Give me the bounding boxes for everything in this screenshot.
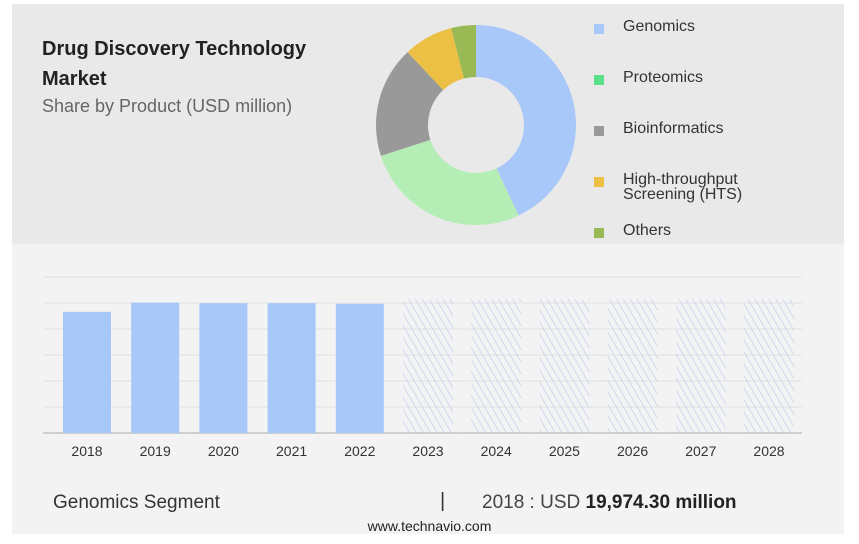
bar-2022 — [335, 303, 384, 433]
donut-slice-2 — [376, 52, 444, 156]
bar-2018 — [63, 311, 111, 433]
legend-label: Others — [623, 222, 672, 239]
bar-2020 — [199, 303, 248, 433]
legend-item: Genomics — [594, 18, 773, 35]
separator: | — [440, 490, 446, 512]
legend-swatch — [594, 24, 604, 34]
x-tick-label: 2019 — [140, 443, 171, 459]
legend-swatch — [594, 228, 604, 238]
x-tick-label: 2023 — [412, 443, 443, 459]
donut-slice-3 — [407, 28, 465, 91]
donut-slice-4 — [451, 25, 476, 79]
legend-label: Genomics — [623, 18, 696, 35]
forecast-bar-2026 — [607, 299, 658, 433]
x-tick-label: 2018 — [71, 443, 102, 459]
segment-label: Genomics Segment — [53, 492, 220, 513]
chart-subtitle: Share by Product (USD million) — [42, 96, 293, 116]
x-tick-label: 2020 — [208, 443, 239, 459]
legend-item: Others — [594, 222, 773, 239]
donut-slice-0 — [476, 25, 576, 216]
legend-swatch — [594, 126, 604, 136]
legend-swatch — [594, 75, 604, 85]
legend-swatch — [594, 177, 604, 187]
website-link[interactable]: www.technavio.com — [367, 518, 492, 534]
donut-slice-1 — [380, 139, 519, 225]
forecast-bar-2027 — [675, 299, 726, 433]
x-tick-label: 2027 — [685, 443, 716, 459]
x-tick-label: 2021 — [276, 443, 307, 459]
bar-2019 — [131, 302, 180, 433]
segment-value: 2018 : USD 19,974.30 million — [482, 492, 737, 514]
forecast-bar-2028 — [744, 299, 794, 433]
forecast-bar-2025 — [539, 299, 590, 433]
x-tick-label: 2022 — [344, 443, 375, 459]
legend-item: Bioinformatics — [594, 120, 773, 137]
forecast-bar-2024 — [471, 299, 522, 433]
legend-item: High-throughput Screening (HTS) — [594, 171, 773, 203]
x-tick-label: 2024 — [481, 443, 512, 459]
bar-2021 — [267, 303, 316, 433]
forecast-bar-2023 — [403, 299, 453, 433]
year-label: 2018 : USD — [482, 492, 581, 513]
legend-label: Proteomics — [623, 69, 704, 86]
legend-item: Proteomics — [594, 69, 773, 86]
value-text: 19,974.30 million — [585, 492, 737, 513]
x-tick-label: 2028 — [753, 443, 784, 459]
legend-label: Bioinformatics — [623, 120, 724, 137]
x-tick-label: 2025 — [549, 443, 580, 459]
chart-title: Drug Discovery Technology Market — [42, 38, 307, 90]
legend-label: High-throughput Screening (HTS) — [623, 171, 743, 203]
x-tick-label: 2026 — [617, 443, 648, 459]
